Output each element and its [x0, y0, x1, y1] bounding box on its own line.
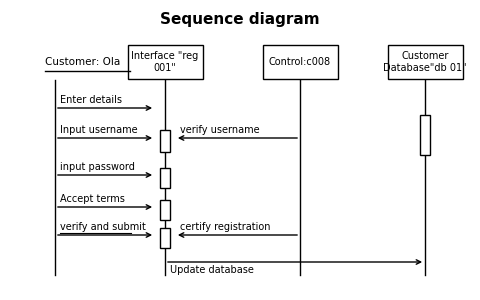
- Text: Customer: Ola: Customer: Ola: [45, 57, 120, 67]
- Text: certify registration: certify registration: [180, 222, 271, 232]
- Text: Accept terms: Accept terms: [60, 194, 125, 204]
- FancyBboxPatch shape: [160, 228, 170, 248]
- FancyBboxPatch shape: [263, 45, 337, 79]
- Text: Update database: Update database: [170, 265, 254, 275]
- FancyBboxPatch shape: [420, 115, 430, 155]
- Text: verify username: verify username: [180, 125, 260, 135]
- Text: Enter details: Enter details: [60, 95, 122, 105]
- FancyBboxPatch shape: [160, 200, 170, 220]
- FancyBboxPatch shape: [387, 45, 463, 79]
- Text: Input username: Input username: [60, 125, 138, 135]
- Text: Interface "reg
001": Interface "reg 001": [132, 51, 199, 73]
- Text: input password: input password: [60, 162, 135, 172]
- Text: Sequence diagram: Sequence diagram: [160, 12, 320, 27]
- Text: Control:c008: Control:c008: [269, 57, 331, 67]
- Text: verify and submit: verify and submit: [60, 222, 146, 232]
- FancyBboxPatch shape: [128, 45, 203, 79]
- FancyBboxPatch shape: [160, 130, 170, 152]
- FancyBboxPatch shape: [160, 168, 170, 188]
- Text: Customer
Database"db 01": Customer Database"db 01": [383, 51, 467, 73]
